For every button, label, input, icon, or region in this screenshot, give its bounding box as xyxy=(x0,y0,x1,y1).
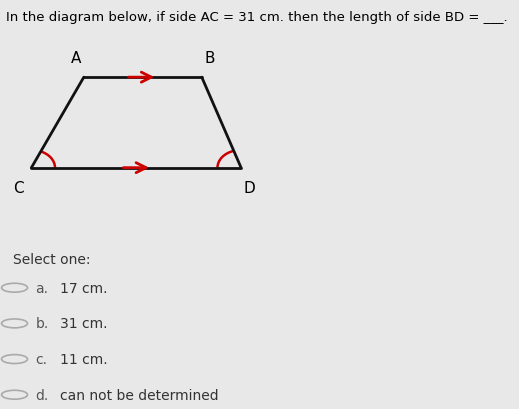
Text: Select one:: Select one: xyxy=(13,252,90,266)
Text: C: C xyxy=(13,180,23,196)
Text: In the diagram below, if side AC = 31 cm. then the length of side BD = ___.: In the diagram below, if side AC = 31 cm… xyxy=(6,11,508,24)
Text: a.: a. xyxy=(35,281,48,295)
Text: can not be determined: can not be determined xyxy=(60,388,218,402)
Text: 31 cm.: 31 cm. xyxy=(60,317,107,330)
Text: d.: d. xyxy=(35,388,49,402)
Text: D: D xyxy=(243,180,255,196)
Text: A: A xyxy=(71,51,81,66)
Text: b.: b. xyxy=(35,317,49,330)
Text: 17 cm.: 17 cm. xyxy=(60,281,107,295)
Text: c.: c. xyxy=(35,352,47,366)
Text: B: B xyxy=(204,51,215,66)
Text: 11 cm.: 11 cm. xyxy=(60,352,107,366)
